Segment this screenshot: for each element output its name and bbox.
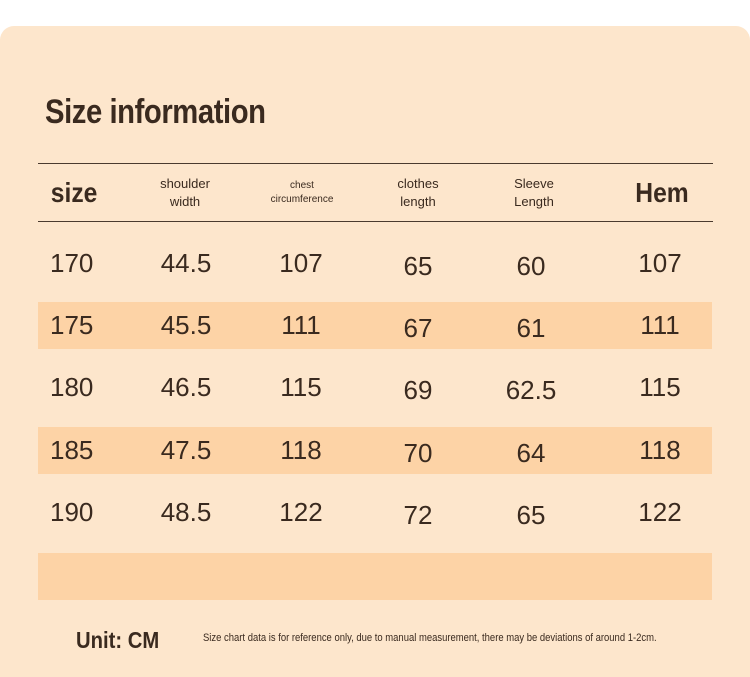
cell-sleeve: 65 <box>516 500 546 530</box>
header-line: shoulder <box>160 175 210 191</box>
cell-sleeve: 64 <box>516 438 546 468</box>
cell-shoulder: 44.5 <box>160 248 212 278</box>
page-title: Size information <box>45 93 266 131</box>
header-line: chest <box>290 180 314 191</box>
cell-hem: 122 <box>638 497 682 527</box>
header-line: width <box>169 193 201 209</box>
header-line: clothes <box>397 175 439 191</box>
header-line: Length <box>514 193 554 209</box>
cell-sleeve: 61 <box>516 313 546 343</box>
cell-hem: 107 <box>638 248 682 278</box>
table-row: 180 46.5 115 69 62.5 115 <box>38 364 712 411</box>
table-row: 170 44.5 107 65 60 107 <box>38 240 712 287</box>
header-line: length <box>400 193 436 209</box>
cell-length: 65 <box>403 251 433 281</box>
cell-hem: 118 <box>639 435 681 465</box>
cell-sleeve: 60 <box>516 251 546 281</box>
header-top-divider <box>38 163 713 164</box>
cell-length: 69 <box>403 375 433 405</box>
header-clothes-length: clothes length <box>368 164 468 221</box>
cell-size: 170 <box>50 248 94 278</box>
header-chest-circumference: chest circumference <box>252 164 352 221</box>
cell-shoulder: 47.5 <box>160 435 212 465</box>
header-line: circumference <box>270 193 334 205</box>
cell-chest: 122 <box>279 497 323 527</box>
table-row: 190 48.5 122 72 65 122 <box>38 489 712 536</box>
disclaimer-note: Size chart data is for reference only, d… <box>203 632 657 644</box>
table-row: 185 47.5 118 70 64 118 <box>38 427 712 474</box>
cell-shoulder: 46.5 <box>160 372 212 402</box>
cell-size: 175 <box>50 310 94 340</box>
cell-chest: 111 <box>281 310 321 340</box>
cell-shoulder: 45.5 <box>160 310 212 340</box>
header-sleeve-length: Sleeve Length <box>484 164 584 221</box>
cell-length: 67 <box>403 313 433 343</box>
table-row: 175 45.5 111 67 61 111 <box>38 302 712 349</box>
empty-shaded-row <box>38 553 712 600</box>
cell-hem: 111 <box>640 310 680 340</box>
header-size: size <box>50 176 98 208</box>
header-line: Sleeve <box>514 175 554 191</box>
cell-sleeve: 62.5 <box>505 375 557 405</box>
cell-length: 72 <box>403 500 433 530</box>
cell-size: 180 <box>50 372 94 402</box>
cell-length: 70 <box>403 438 433 468</box>
cell-chest: 107 <box>279 248 323 278</box>
cell-shoulder: 48.5 <box>160 497 212 527</box>
header-shoulder-width: shoulder width <box>135 164 235 221</box>
cell-size: 185 <box>50 435 94 465</box>
cell-size: 190 <box>50 497 94 527</box>
cell-chest: 118 <box>280 435 322 465</box>
cell-hem: 115 <box>639 372 681 402</box>
header-bottom-divider <box>38 221 713 222</box>
header-hem: Hem <box>635 176 689 208</box>
unit-label: Unit: CM <box>76 627 160 653</box>
cell-chest: 115 <box>280 372 322 402</box>
